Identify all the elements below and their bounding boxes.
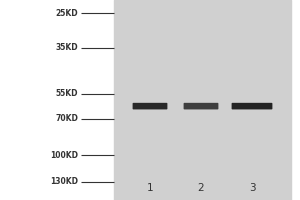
Text: 130KD: 130KD [50, 177, 78, 186]
Text: 100KD: 100KD [50, 151, 78, 160]
FancyBboxPatch shape [232, 103, 272, 109]
Text: 2: 2 [198, 183, 204, 193]
Text: 25KD: 25KD [56, 9, 78, 18]
Text: 70KD: 70KD [55, 114, 78, 123]
Text: 35KD: 35KD [56, 43, 78, 52]
Text: 1: 1 [147, 183, 153, 193]
FancyBboxPatch shape [184, 103, 218, 109]
Text: 3: 3 [249, 183, 255, 193]
FancyBboxPatch shape [133, 103, 167, 109]
Text: 55KD: 55KD [56, 89, 78, 98]
